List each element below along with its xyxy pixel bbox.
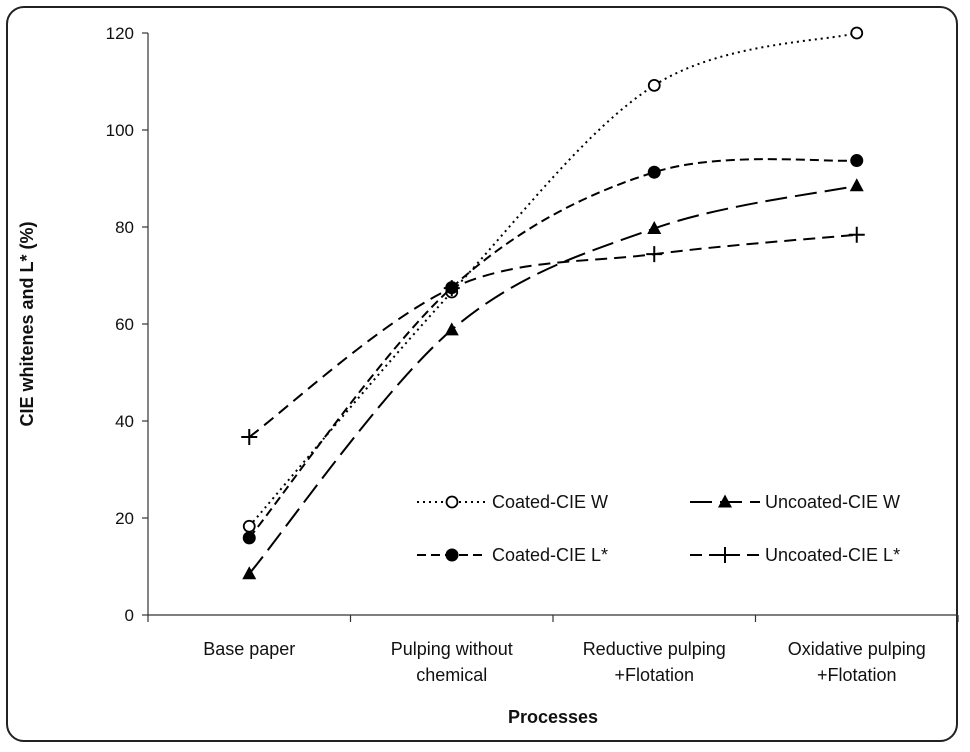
x-tick-label: Pulping without bbox=[391, 639, 513, 659]
data-point bbox=[848, 226, 865, 243]
series bbox=[242, 178, 864, 580]
series-layer bbox=[241, 26, 865, 580]
y-tick-label: 80 bbox=[115, 218, 134, 237]
series bbox=[242, 26, 864, 533]
y-tick-label: 0 bbox=[125, 606, 134, 625]
legend-label: Coated-CIE L* bbox=[492, 545, 608, 565]
data-point bbox=[445, 548, 459, 562]
y-tick-label: 20 bbox=[115, 509, 134, 528]
x-tick-label: chemical bbox=[416, 665, 487, 685]
data-point bbox=[849, 178, 864, 192]
data-point bbox=[647, 165, 661, 179]
legend-item: Uncoated-CIE L* bbox=[690, 545, 900, 565]
legend-item: Coated-CIE W bbox=[417, 492, 608, 512]
y-tick-label: 120 bbox=[106, 24, 134, 43]
data-point bbox=[850, 26, 864, 40]
data-point bbox=[647, 220, 662, 234]
y-axis-title: CIE whitenes and L* (%) bbox=[17, 221, 37, 426]
x-tick-label: Reductive pulping bbox=[583, 639, 726, 659]
data-point bbox=[242, 566, 257, 580]
legend-item: Uncoated-CIE W bbox=[690, 492, 900, 512]
x-axis-title: Processes bbox=[508, 707, 598, 727]
legend: Coated-CIE W Uncoated-CIE W Coated-CIE L* U… bbox=[417, 492, 900, 565]
x-tick-label: +Flotation bbox=[614, 665, 694, 685]
series-line bbox=[248, 158, 857, 539]
x-tick-label: +Flotation bbox=[817, 665, 897, 685]
data-point bbox=[444, 322, 459, 336]
x-tick-label: Oxidative pulping bbox=[788, 639, 926, 659]
data-point bbox=[242, 519, 256, 533]
y-tick-label: 100 bbox=[106, 121, 134, 140]
data-point bbox=[717, 547, 733, 563]
series-line bbox=[248, 233, 857, 438]
axes: 0 20 40 60 80 100 120 Base paper Pulping without… bbox=[17, 24, 959, 727]
data-point bbox=[443, 280, 460, 297]
data-point bbox=[242, 531, 256, 545]
series bbox=[242, 154, 864, 545]
data-point bbox=[646, 246, 663, 263]
data-point bbox=[850, 154, 864, 168]
legend-label: Uncoated-CIE L* bbox=[765, 545, 900, 565]
chart-frame bbox=[6, 6, 958, 742]
legend-label: Uncoated-CIE W bbox=[765, 492, 900, 512]
data-point bbox=[647, 78, 661, 92]
y-tick-label: 60 bbox=[115, 315, 134, 334]
data-point bbox=[445, 495, 459, 509]
legend-item: Coated-CIE L* bbox=[417, 545, 608, 565]
legend-label: Coated-CIE W bbox=[492, 492, 608, 512]
x-tick-label: Base paper bbox=[203, 639, 295, 659]
data-point bbox=[718, 494, 732, 508]
data-point bbox=[241, 429, 258, 446]
y-tick-label: 40 bbox=[115, 412, 134, 431]
series-line bbox=[248, 32, 857, 527]
series bbox=[241, 226, 865, 446]
series-line bbox=[248, 184, 857, 575]
